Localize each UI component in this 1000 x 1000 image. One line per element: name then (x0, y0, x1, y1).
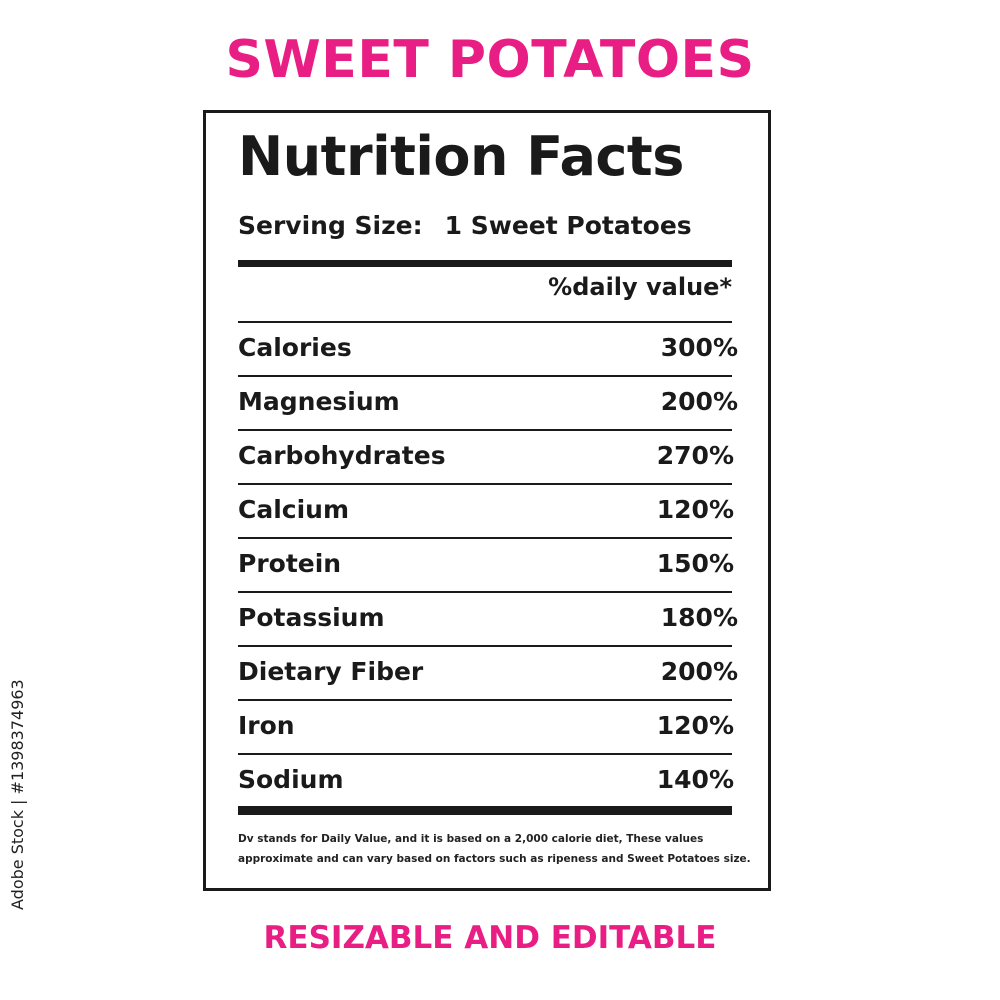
nutrient-name: Iron (238, 711, 295, 740)
nutrient-value: 300% (660, 333, 738, 362)
nutrient-row-magnesium: Magnesium 200% (238, 375, 738, 429)
stock-id-text: Adobe Stock | #1398374963 (8, 679, 27, 910)
stock-id-watermark: Adobe Stock | #1398374963 (8, 679, 28, 910)
tagline: RESIZABLE AND EDITABLE (263, 920, 717, 956)
serving-size-label: Serving Size: (238, 211, 423, 240)
nutrient-name: Dietary Fiber (238, 657, 424, 686)
nutrient-row-calcium: Calcium 120% (238, 483, 734, 537)
nutrient-name: Sodium (238, 765, 344, 794)
label-heading: Nutrition Facts (238, 125, 684, 188)
nutrient-name: Calories (238, 333, 352, 362)
nutrient-value: 120% (656, 711, 734, 740)
nutrient-value: 140% (656, 765, 734, 794)
nutrient-value: 120% (656, 495, 734, 524)
product-title: SWEET POTATOES (225, 30, 755, 90)
nutrition-label: Nutrition Facts Serving Size: 1 Sweet Pot… (203, 110, 771, 891)
nutrient-value: 200% (660, 387, 738, 416)
footnote-line: Dv stands for Daily Value, and it is bas… (238, 833, 704, 845)
nutrient-value: 200% (660, 657, 738, 686)
nutrient-row-protein: Protein 150% (238, 537, 734, 591)
nutrient-row-carbohydrates: Carbohydrates 270% (238, 429, 734, 483)
bottom-divider (238, 806, 732, 815)
nutrient-name: Potassium (238, 603, 385, 632)
footnote-line: approximate and can vary based on factor… (238, 853, 751, 865)
nutrient-value: 180% (660, 603, 738, 632)
daily-value-header: %daily value* (548, 273, 732, 301)
footnote: Dv stands for Daily Value, and it is bas… (238, 829, 758, 869)
nutrient-row-dietary-fiber: Dietary Fiber 200% (238, 645, 738, 699)
serving-size-value: 1 Sweet Potatoes (444, 211, 692, 240)
nutrient-row-potassium: Potassium 180% (238, 591, 738, 645)
serving-size: Serving Size: 1 Sweet Potatoes (238, 211, 692, 240)
top-divider (238, 260, 732, 267)
nutrient-name: Magnesium (238, 387, 400, 416)
nutrient-row-calories: Calories 300% (238, 321, 738, 375)
nutrient-value: 150% (656, 549, 734, 578)
nutrient-name: Carbohydrates (238, 441, 446, 470)
nutrient-row-sodium: Sodium 140% (238, 753, 734, 807)
nutrient-row-iron: Iron 120% (238, 699, 734, 753)
nutrient-value: 270% (656, 441, 734, 470)
nutrient-name: Protein (238, 549, 342, 578)
nutrient-name: Calcium (238, 495, 350, 524)
